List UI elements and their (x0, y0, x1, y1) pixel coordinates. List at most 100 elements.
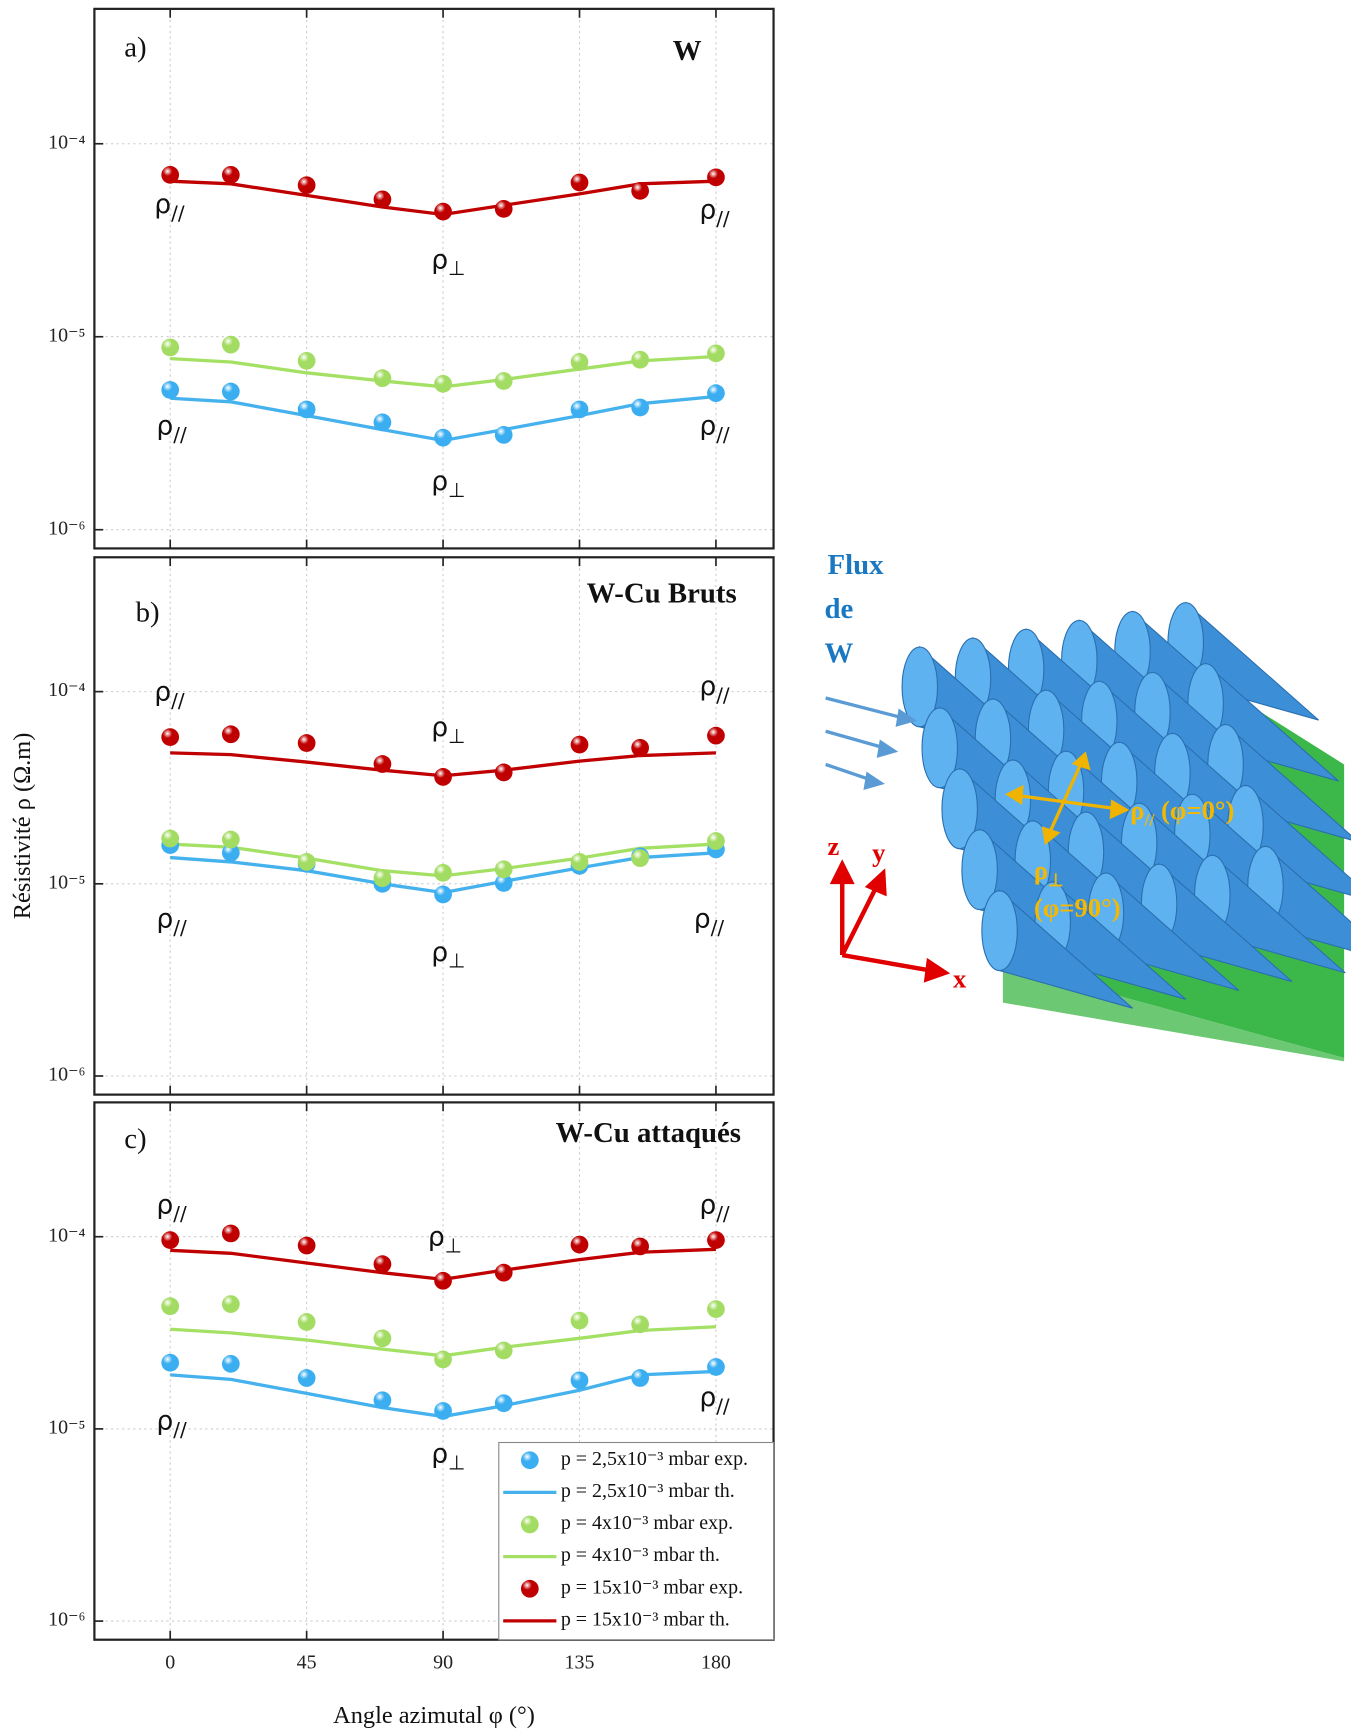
exp-point (434, 202, 452, 221)
cone-base (921, 707, 959, 789)
flux-arrows (825, 696, 918, 791)
exp-point (297, 853, 316, 871)
exp-point (570, 853, 589, 871)
panel-label: b) (136, 597, 160, 629)
exp-point (373, 869, 392, 888)
exp-point (221, 843, 240, 862)
exp-point (297, 1369, 316, 1387)
axis-name: x (953, 964, 967, 994)
y-tick-label: 10⁻⁶ (48, 1609, 85, 1631)
rho-label: ρ⊥ (1034, 855, 1064, 890)
annotation-sub: // (173, 422, 187, 446)
exp-point (221, 1354, 240, 1373)
annotation-sub: ⊥ (448, 723, 465, 747)
exp-point (494, 1394, 513, 1413)
annotation: ρ// (699, 1382, 730, 1418)
x-tick-label: 45 (297, 1652, 317, 1674)
legend-label: p = 4x10⁻³ mbar th. (561, 1544, 720, 1566)
axis-name: y (872, 837, 886, 867)
rho-label: (φ=90°) (1034, 893, 1121, 923)
rho-label-main: ρ (1130, 795, 1144, 825)
rho-label-main: (φ=90°) (1034, 893, 1121, 923)
cone-base (941, 768, 978, 850)
annotation-sub: // (716, 422, 730, 446)
exp-point (631, 350, 650, 369)
panel-title: W (673, 35, 702, 67)
annotation: ρ// (156, 410, 187, 446)
legend-label: p = 2,5x10⁻³ mbar th. (561, 1480, 735, 1502)
panel: 10⁻⁶10⁻⁵10⁻⁴ ρ//ρ//ρ⊥ρ//ρ//ρ⊥b)W-Cu Bruts… (9, 556, 775, 1096)
exp-point (434, 885, 452, 904)
annotation-main: ρ (156, 1189, 173, 1220)
legend-marker (520, 1579, 539, 1598)
cones (901, 601, 1351, 1009)
exp-point (297, 176, 316, 195)
annotation-main: ρ (156, 1405, 173, 1436)
annotation: ρ// (154, 188, 185, 224)
y-tick-label: 10⁻⁴ (48, 679, 85, 701)
exp-point (373, 755, 392, 773)
annotation-main: ρ (154, 676, 171, 707)
exp-point (707, 726, 725, 745)
exp-point (494, 426, 513, 444)
annotation: ρ⊥ (431, 244, 465, 280)
exp-point (161, 381, 180, 399)
annotation-main: ρ (156, 410, 173, 441)
exp-point (221, 335, 240, 354)
legend-marker (520, 1451, 539, 1470)
exp-point (570, 735, 589, 754)
exp-point (297, 734, 316, 752)
annotation-sub: ⊥ (448, 477, 465, 501)
annotation: ρ// (156, 903, 187, 939)
exp-point (631, 849, 650, 868)
exp-point (373, 1391, 392, 1410)
annotation-main: ρ (699, 1189, 716, 1220)
annotation-main: ρ (431, 1438, 448, 1469)
annotation: ρ// (699, 670, 730, 706)
exp-point (434, 1402, 452, 1420)
annotation: ρ⊥ (431, 1438, 465, 1474)
x-tick-label: 90 (433, 1652, 453, 1674)
exp-point (161, 829, 180, 848)
exp-point (221, 1224, 240, 1243)
exp-point (161, 1231, 180, 1249)
exp-point (707, 1358, 725, 1376)
exp-point (221, 830, 240, 849)
annotation-sub: // (716, 1201, 730, 1225)
exp-point (494, 874, 513, 892)
exp-point (494, 1263, 513, 1282)
exp-point (373, 413, 392, 432)
annotation-main: ρ (154, 188, 171, 219)
annotation: ρ// (156, 1405, 187, 1441)
y-axis-label: Résistivité ρ (Ω.m) (9, 733, 36, 920)
annotation: ρ// (699, 1189, 730, 1225)
annotation: ρ⊥ (431, 936, 465, 972)
y-tick-label: 10⁻⁵ (48, 324, 85, 346)
x-tick-label: 0 (165, 1652, 175, 1674)
x-axis-label: Angle azimutal φ (°) (333, 1702, 535, 1729)
exp-point (494, 199, 513, 218)
exp-point (161, 165, 180, 184)
exp-point (707, 344, 725, 363)
panel-title: W-Cu Bruts (587, 578, 737, 610)
exp-point (297, 1236, 316, 1255)
legend-label: p = 15x10⁻³ mbar th. (561, 1608, 730, 1630)
y-tick-label: 10⁻⁴ (48, 1224, 85, 1246)
annotation-sub: // (716, 206, 730, 230)
exp-point (434, 1271, 452, 1290)
exp-point (161, 1297, 180, 1316)
annotation-main: ρ (431, 465, 448, 496)
exp-point (373, 1329, 392, 1348)
exp-point (297, 351, 316, 370)
annotation-sub: // (173, 1417, 187, 1441)
flux-label: W (825, 637, 854, 669)
exp-point (494, 1341, 513, 1360)
y-tick-label: 10⁻⁶ (48, 517, 85, 539)
exp-point (434, 768, 452, 786)
axis-name: z (827, 831, 839, 861)
exp-point (570, 173, 589, 192)
y-tick-label: 10⁻⁴ (48, 131, 85, 153)
exp-point (297, 1313, 316, 1331)
exp-point (631, 182, 650, 200)
